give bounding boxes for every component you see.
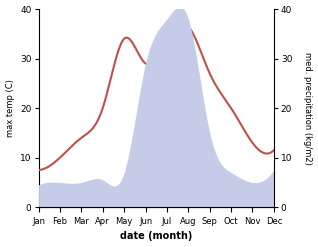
Y-axis label: med. precipitation (kg/m2): med. precipitation (kg/m2)	[303, 52, 313, 165]
X-axis label: date (month): date (month)	[120, 231, 192, 242]
Y-axis label: max temp (C): max temp (C)	[5, 79, 15, 137]
